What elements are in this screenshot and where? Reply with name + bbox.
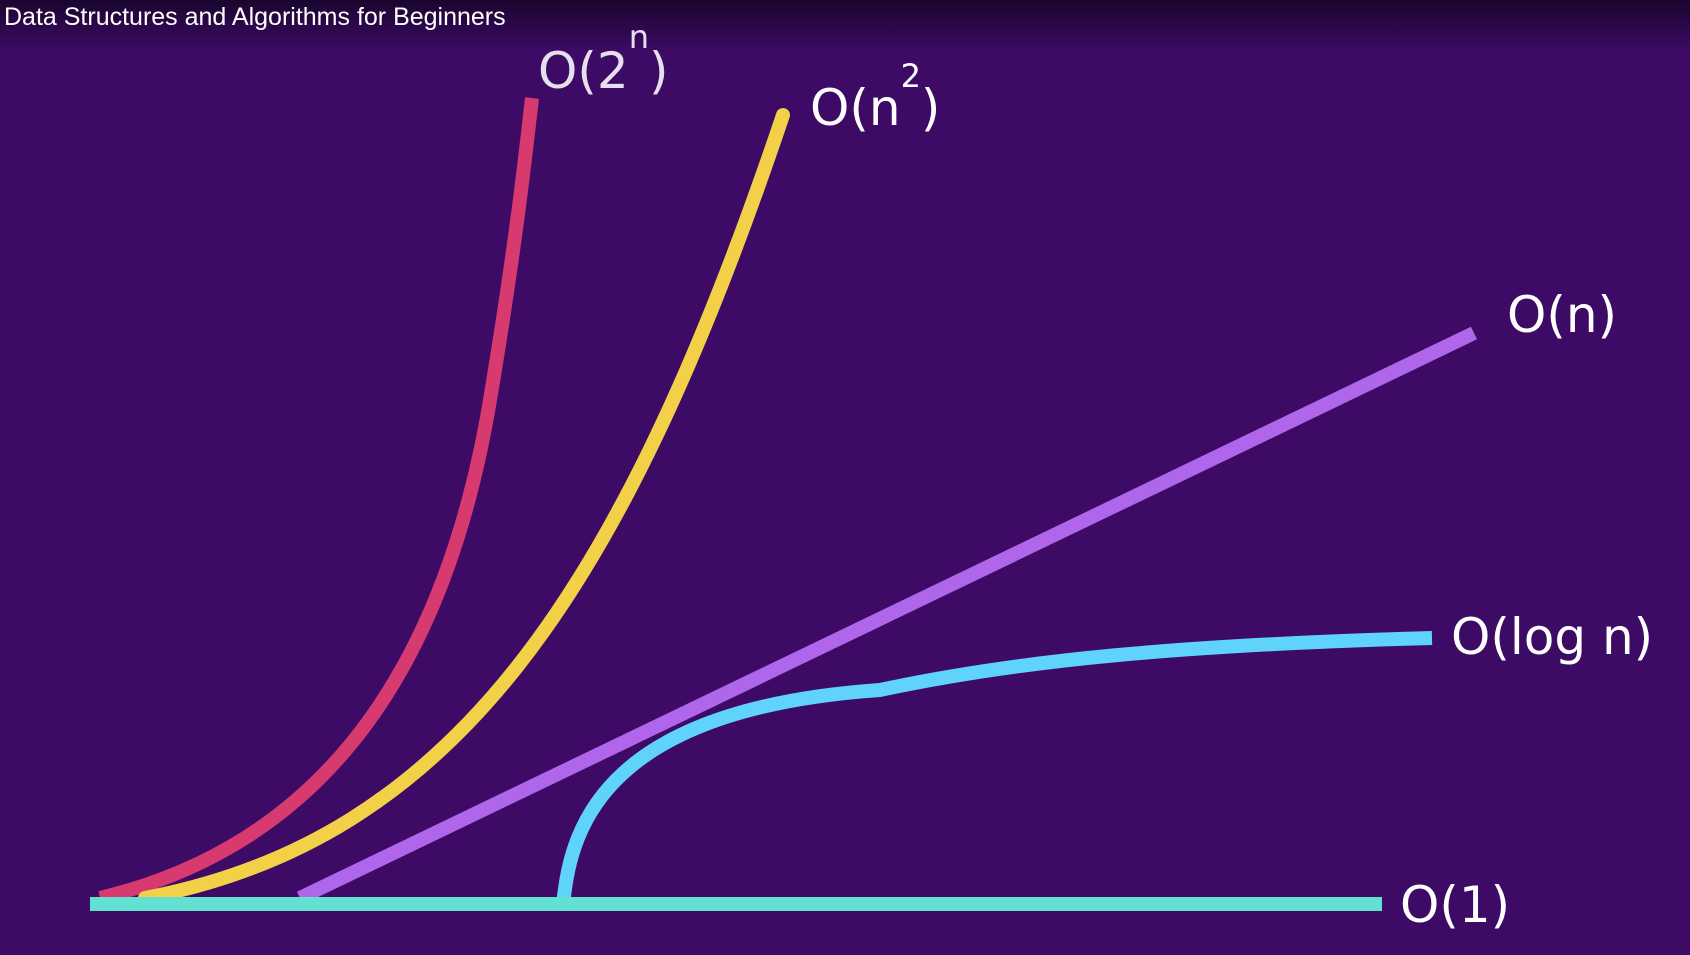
video-title: Data Structures and Algorithms for Begin… [4, 3, 506, 31]
label-exponential: O(2n) [538, 18, 668, 100]
label-quadratic: O(n2) [810, 57, 940, 137]
curve-logarithmic [556, 631, 1433, 906]
curve-quadratic [138, 108, 790, 905]
curve-linear [296, 326, 1478, 905]
video-title-bar: Data Structures and Algorithms for Begin… [0, 0, 1690, 52]
label-linear: O(n) [1507, 286, 1617, 344]
label-constant: O(1) [1400, 876, 1510, 934]
curve-exponential [98, 97, 539, 905]
label-logarithmic: O(log n) [1451, 608, 1653, 666]
